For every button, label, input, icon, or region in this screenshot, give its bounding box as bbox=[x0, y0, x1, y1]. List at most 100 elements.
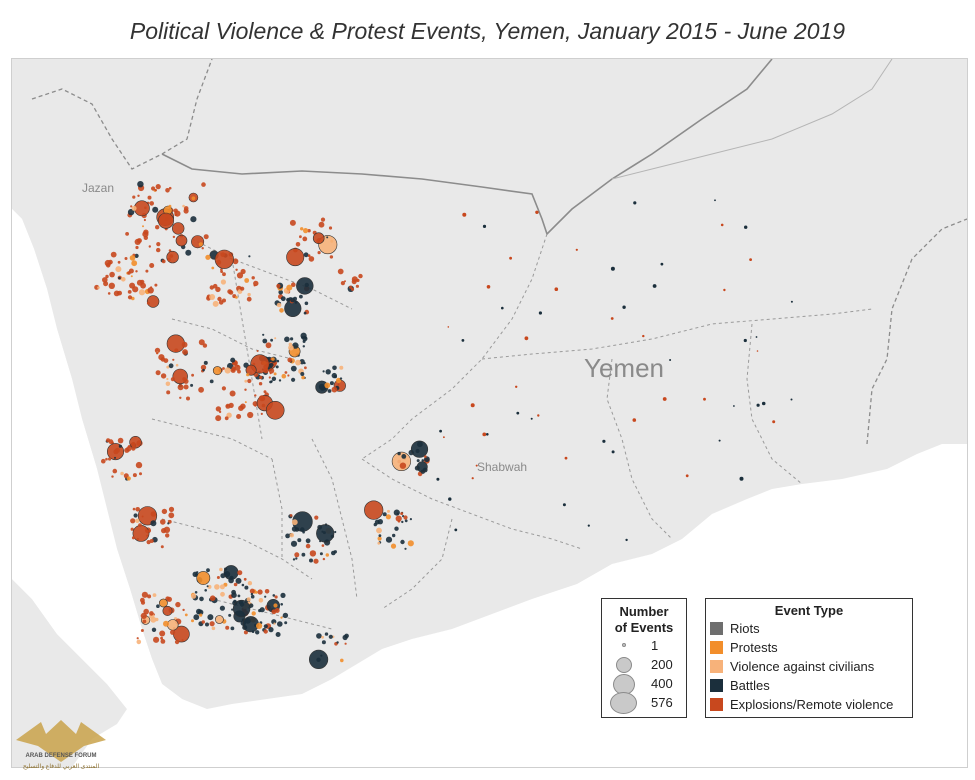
event-marker-730[interactable] bbox=[720, 223, 724, 227]
event-marker-651[interactable] bbox=[303, 228, 309, 234]
event-marker-168[interactable] bbox=[284, 336, 290, 343]
event-marker-434[interactable] bbox=[206, 585, 209, 588]
event-marker-364[interactable] bbox=[167, 619, 179, 631]
event-marker-441[interactable] bbox=[196, 571, 211, 585]
event-marker-736[interactable] bbox=[610, 317, 614, 320]
event-marker-741[interactable] bbox=[575, 248, 578, 251]
event-marker-597[interactable] bbox=[232, 258, 239, 265]
event-marker-681[interactable] bbox=[309, 649, 329, 670]
event-marker-204[interactable] bbox=[229, 390, 236, 397]
event-marker-714[interactable] bbox=[186, 396, 190, 401]
event-marker-447[interactable] bbox=[231, 608, 234, 611]
event-marker-691[interactable] bbox=[198, 386, 205, 393]
event-marker-95[interactable] bbox=[146, 301, 150, 305]
event-marker-680[interactable] bbox=[336, 641, 339, 644]
event-marker-557[interactable] bbox=[397, 520, 401, 523]
event-marker-94[interactable] bbox=[146, 295, 160, 308]
event-marker-167[interactable] bbox=[300, 372, 305, 376]
event-marker-784[interactable] bbox=[744, 225, 748, 229]
event-marker-737[interactable] bbox=[755, 336, 758, 338]
event-marker-548[interactable] bbox=[377, 536, 382, 541]
event-marker-379[interactable] bbox=[143, 608, 149, 615]
event-marker-416[interactable] bbox=[207, 614, 214, 621]
event-marker-23[interactable] bbox=[130, 205, 133, 208]
event-marker-554[interactable] bbox=[385, 514, 391, 520]
event-marker-312[interactable] bbox=[105, 457, 108, 461]
event-marker-40[interactable] bbox=[183, 206, 189, 211]
event-marker-713[interactable] bbox=[202, 343, 208, 348]
event-marker-186[interactable] bbox=[271, 376, 277, 381]
event-marker-343[interactable] bbox=[165, 533, 170, 538]
event-marker-37[interactable] bbox=[203, 234, 209, 240]
event-marker-253[interactable] bbox=[280, 296, 286, 302]
event-marker-476[interactable] bbox=[259, 607, 265, 613]
event-marker-351[interactable] bbox=[160, 636, 164, 640]
event-marker-193[interactable] bbox=[244, 401, 247, 404]
event-marker-716[interactable] bbox=[166, 377, 169, 381]
event-marker-294[interactable] bbox=[130, 445, 136, 451]
event-marker-647[interactable] bbox=[303, 252, 309, 258]
event-marker-87[interactable] bbox=[105, 263, 111, 268]
event-marker-105[interactable] bbox=[118, 276, 121, 280]
event-marker-502[interactable] bbox=[239, 602, 245, 607]
event-marker-674[interactable] bbox=[328, 634, 333, 639]
event-marker-746[interactable] bbox=[660, 262, 664, 266]
event-marker-242[interactable] bbox=[279, 308, 284, 313]
event-marker-639[interactable] bbox=[320, 217, 326, 222]
event-marker-508[interactable] bbox=[309, 550, 317, 557]
event-marker-617[interactable] bbox=[205, 254, 211, 260]
event-marker-495[interactable] bbox=[274, 608, 280, 613]
event-marker-370[interactable] bbox=[175, 601, 181, 608]
event-marker-642[interactable] bbox=[308, 256, 315, 262]
event-marker-659[interactable] bbox=[337, 268, 344, 275]
event-marker-203[interactable] bbox=[215, 406, 222, 412]
event-marker-220[interactable] bbox=[230, 357, 236, 363]
event-marker-377[interactable] bbox=[150, 616, 157, 623]
event-marker-690[interactable] bbox=[190, 383, 194, 387]
event-marker-231[interactable] bbox=[238, 405, 244, 412]
event-marker-610[interactable] bbox=[235, 296, 238, 299]
event-markers[interactable] bbox=[94, 181, 793, 670]
event-marker-335[interactable] bbox=[150, 520, 157, 527]
event-marker-590[interactable] bbox=[424, 455, 427, 458]
event-marker-376[interactable] bbox=[153, 636, 160, 643]
event-marker-60[interactable] bbox=[172, 235, 176, 239]
event-marker-63[interactable] bbox=[137, 181, 144, 188]
event-marker-574[interactable] bbox=[416, 459, 420, 463]
event-marker-247[interactable] bbox=[291, 282, 296, 287]
event-marker-50[interactable] bbox=[152, 206, 159, 213]
event-marker-770[interactable] bbox=[633, 201, 637, 205]
event-marker-598[interactable] bbox=[212, 300, 219, 307]
event-marker-330[interactable] bbox=[168, 506, 175, 512]
event-marker-546[interactable] bbox=[395, 515, 402, 522]
event-marker-323[interactable] bbox=[132, 524, 150, 542]
event-marker-217[interactable] bbox=[230, 367, 236, 373]
event-marker-654[interactable] bbox=[317, 251, 321, 255]
event-marker-768[interactable] bbox=[756, 350, 759, 352]
event-marker-361[interactable] bbox=[140, 600, 146, 605]
event-marker-493[interactable] bbox=[264, 589, 270, 594]
event-marker-329[interactable] bbox=[138, 523, 142, 527]
event-marker-631[interactable] bbox=[253, 280, 259, 287]
event-marker-296[interactable] bbox=[132, 473, 137, 478]
event-marker-698[interactable] bbox=[175, 363, 179, 367]
event-marker-340[interactable] bbox=[163, 526, 171, 533]
event-marker-363[interactable] bbox=[151, 627, 157, 632]
event-marker-742[interactable] bbox=[739, 476, 744, 481]
event-marker-748[interactable] bbox=[475, 464, 478, 467]
event-marker-497[interactable] bbox=[249, 603, 254, 608]
event-marker-536[interactable] bbox=[289, 533, 294, 538]
event-marker-619[interactable] bbox=[236, 272, 244, 279]
event-marker-614[interactable] bbox=[220, 268, 223, 271]
event-marker-440[interactable] bbox=[204, 589, 207, 592]
legend-item-protests[interactable]: Protests bbox=[706, 638, 912, 657]
event-marker-66[interactable] bbox=[175, 234, 188, 247]
event-marker-775[interactable] bbox=[486, 285, 491, 289]
event-marker-123[interactable] bbox=[304, 366, 307, 370]
event-marker-365[interactable] bbox=[158, 598, 168, 608]
event-marker-485[interactable] bbox=[273, 622, 276, 625]
event-marker-211[interactable] bbox=[224, 367, 231, 374]
event-marker-155[interactable] bbox=[284, 371, 288, 374]
event-marker-70[interactable] bbox=[109, 271, 115, 278]
event-marker-28[interactable] bbox=[154, 189, 157, 192]
